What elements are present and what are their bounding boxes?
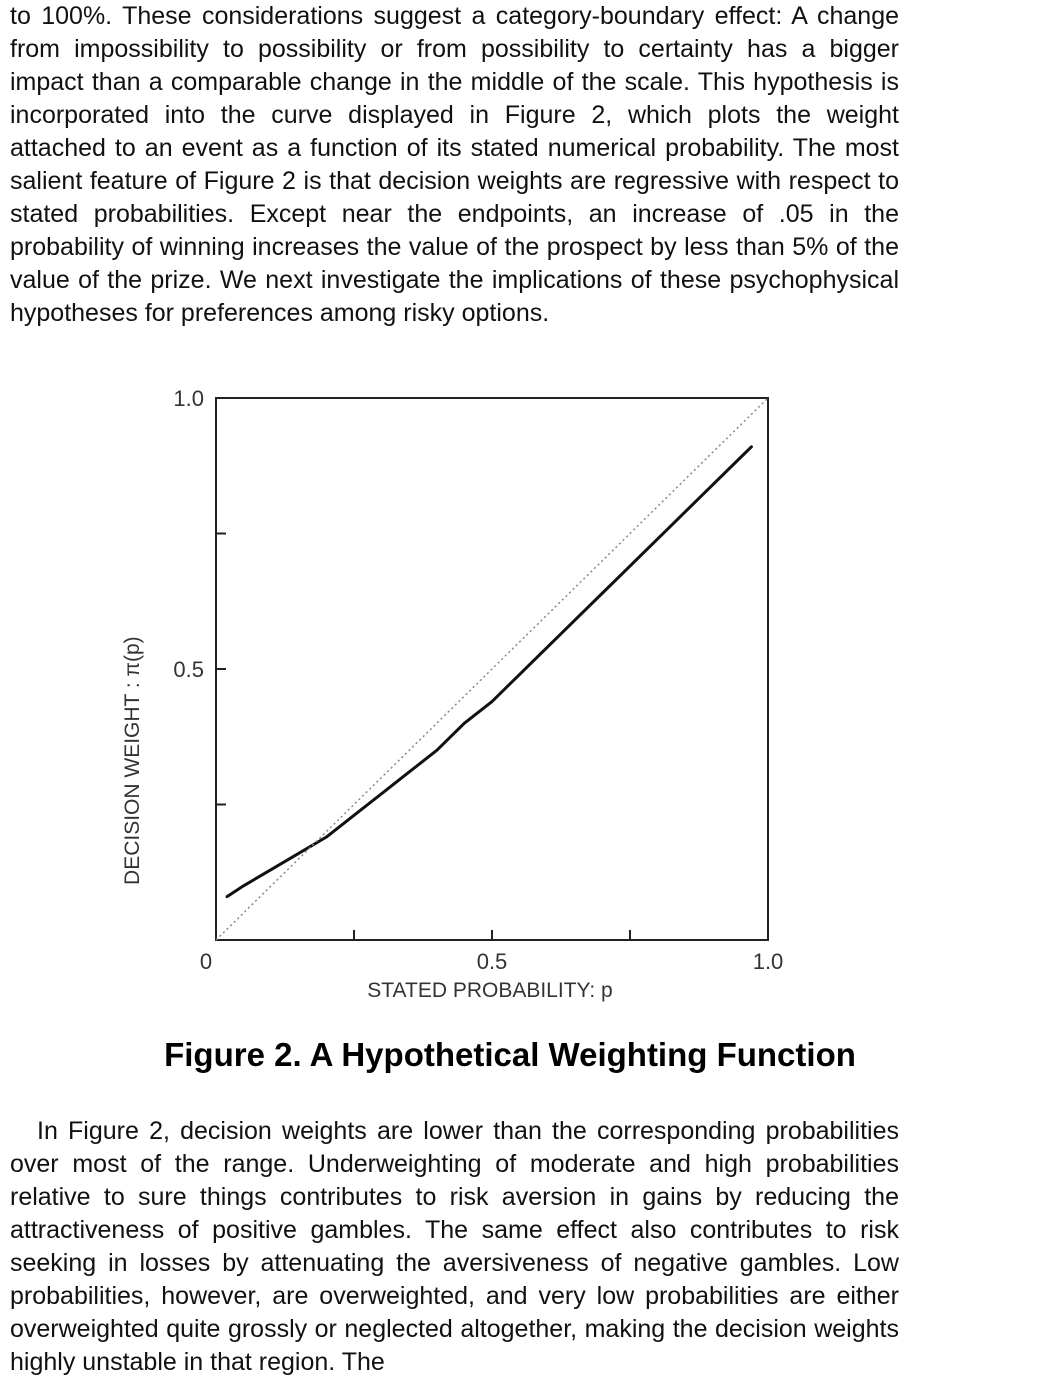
y-axis-label: DECISION WEIGHT : π(p) [121, 636, 144, 885]
series-group [215, 397, 769, 941]
weighting-function-chart: 0 0.5 1.0 0.5 1.0 STATED PROBABILITY: p DEC… [121, 386, 783, 1002]
x-ticks [353, 930, 631, 940]
x-tick-labels: 0 0.5 1.0 [200, 949, 783, 974]
y-tick-label: 0.5 [173, 657, 204, 682]
identity-diagonal-line [215, 397, 769, 941]
x-tick-label: 1.0 [753, 949, 784, 974]
y-tick-label: 1.0 [173, 386, 204, 411]
y-ticks [216, 532, 226, 806]
x-tick-label: 0.5 [477, 949, 508, 974]
y-tick-labels: 0.5 1.0 [173, 386, 204, 682]
x-tick-label: 0 [200, 949, 212, 974]
plot-area: 0 0.5 1.0 0.5 1.0 [173, 386, 783, 974]
figure-caption: Figure 2. A Hypothetical Weighting Funct… [164, 1036, 856, 1073]
x-axis-label: STATED PROBABILITY: p [367, 979, 612, 1002]
weighting-curve-line [225, 445, 753, 899]
body-paragraph-bottom: In Figure 2, decision weights are lower … [10, 1117, 899, 1376]
body-paragraph-top: to 100%. These considerations suggest a … [10, 2, 899, 327]
